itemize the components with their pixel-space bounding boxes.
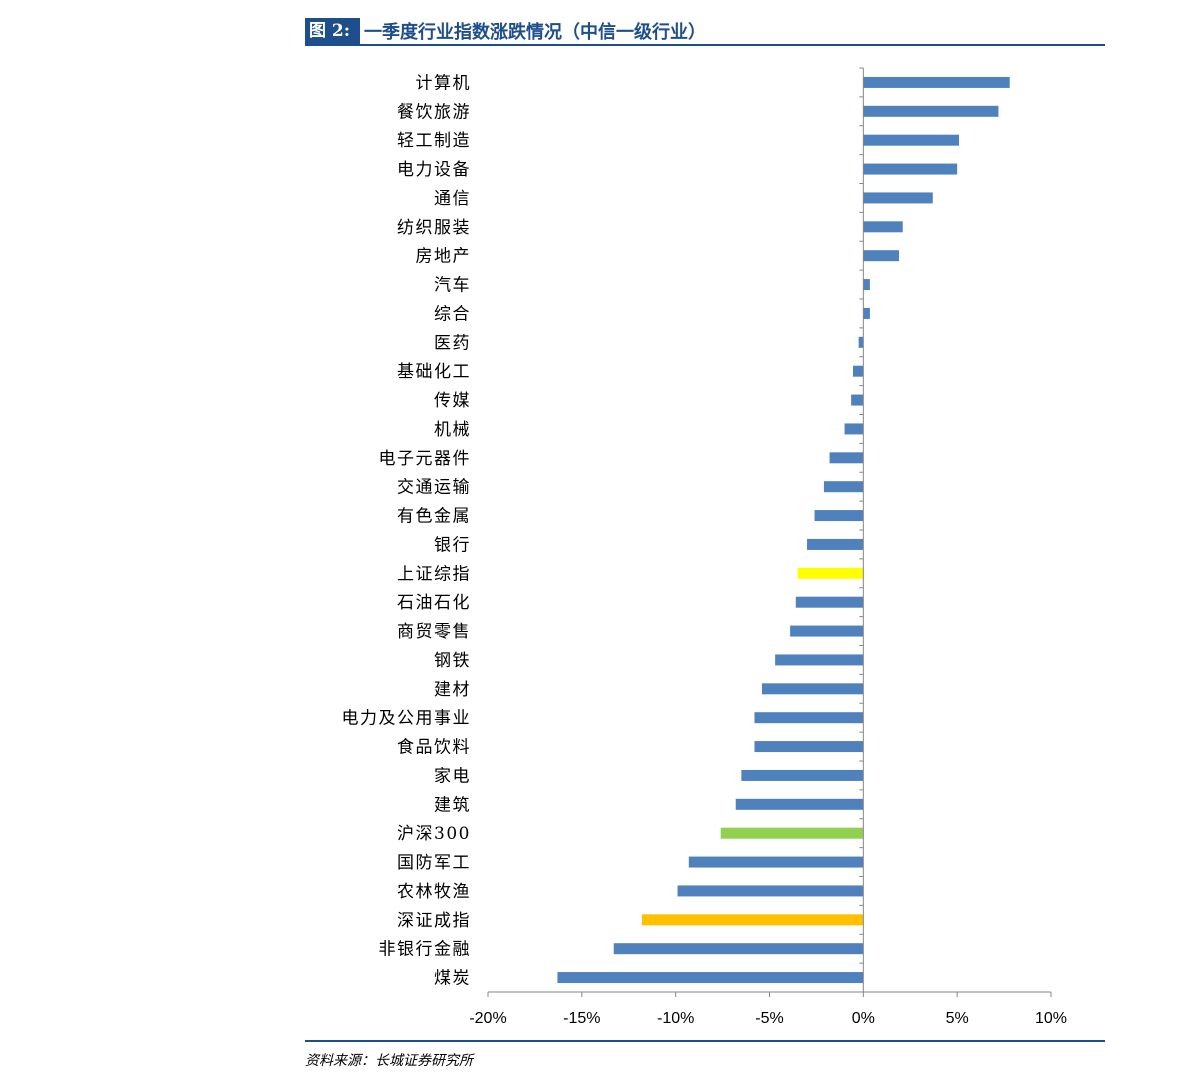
- category-label: 传媒: [434, 391, 471, 411]
- category-label: 电力及公用事业: [342, 709, 472, 729]
- category-label: 建筑: [434, 795, 471, 815]
- category-label: 交通运输: [397, 478, 471, 498]
- bar: [790, 625, 864, 637]
- category-label: 上证综指: [397, 564, 471, 584]
- category-label: 沪深300: [397, 824, 471, 844]
- bar: [688, 856, 864, 868]
- bar: [863, 192, 933, 204]
- category-label: 深证成指: [397, 911, 471, 931]
- category-label: 综合: [434, 304, 471, 324]
- x-tick-label: -20%: [469, 1010, 506, 1027]
- category-label: 汽车: [434, 276, 471, 296]
- bar: [863, 250, 899, 262]
- bar: [720, 827, 864, 839]
- source-note: 资料来源：长城证券研究所: [305, 1053, 473, 1069]
- bar: [863, 76, 1010, 88]
- category-label: 钢铁: [434, 651, 471, 671]
- bar: [844, 423, 864, 435]
- bar: [863, 134, 960, 146]
- x-tick-label: -5%: [755, 1010, 783, 1027]
- category-label: 电力设备: [397, 160, 471, 180]
- category-label: 机械: [434, 420, 471, 440]
- category-label: 纺织服装: [397, 218, 471, 238]
- figure-label: 图 2:: [305, 18, 361, 44]
- bar: [735, 798, 864, 810]
- category-label: 家电: [434, 766, 471, 786]
- category-label: 有色金属: [397, 507, 471, 527]
- figure-header: 图 2: 一季度行业指数涨跌情况（中信一级行业）: [305, 18, 1105, 46]
- bar: [754, 712, 864, 724]
- category-label: 房地产: [416, 247, 472, 267]
- bar: [851, 394, 864, 406]
- x-tick-label: 5%: [946, 1010, 969, 1027]
- bar: [863, 307, 870, 319]
- category-label: 银行: [434, 535, 471, 555]
- bar: [814, 510, 864, 522]
- category-label: 轻工制造: [397, 131, 471, 151]
- x-tick-label: -15%: [563, 1010, 600, 1027]
- category-label: 石油石化: [397, 593, 471, 613]
- bar: [823, 481, 864, 493]
- category-label: 非银行金融: [379, 940, 472, 960]
- bar: [829, 452, 864, 464]
- x-tick-label: -10%: [657, 1010, 694, 1027]
- category-label: 国防军工: [397, 853, 471, 873]
- bar: [557, 972, 864, 984]
- category-label: 计算机: [416, 73, 472, 93]
- bar: [613, 943, 864, 955]
- footer-rule: [305, 1040, 1105, 1042]
- bar: [863, 105, 999, 117]
- bar: [797, 567, 864, 579]
- category-label: 煤炭: [434, 969, 471, 989]
- bar: [761, 683, 864, 695]
- bar: [863, 163, 958, 175]
- category-label: 电子元器件: [379, 449, 472, 469]
- bar: [775, 654, 864, 666]
- bar: [741, 769, 864, 781]
- category-label: 建材: [434, 680, 471, 700]
- bar: [807, 538, 864, 550]
- category-label: 商贸零售: [397, 622, 471, 642]
- bar: [853, 365, 864, 377]
- bar: [858, 336, 864, 348]
- x-tick-label: 0%: [852, 1010, 875, 1027]
- bar: [863, 221, 903, 233]
- category-label: 通信: [434, 189, 471, 209]
- category-label: 餐饮旅游: [397, 102, 471, 122]
- category-label: 医药: [434, 333, 471, 353]
- bar: [677, 885, 864, 897]
- bar: [754, 741, 864, 753]
- bar: [641, 914, 864, 926]
- category-label: 食品饮料: [397, 738, 471, 758]
- x-tick-label: 10%: [1035, 1010, 1067, 1027]
- category-label: 基础化工: [397, 362, 471, 382]
- bar: [795, 596, 864, 608]
- figure-title: 一季度行业指数涨跌情况（中信一级行业）: [364, 22, 707, 43]
- category-label: 农林牧渔: [397, 882, 471, 902]
- bar-chart: 计算机餐饮旅游轻工制造电力设备通信纺织服装房地产汽车综合医药基础化工传媒机械电子…: [342, 67, 1067, 1027]
- bar: [863, 279, 870, 291]
